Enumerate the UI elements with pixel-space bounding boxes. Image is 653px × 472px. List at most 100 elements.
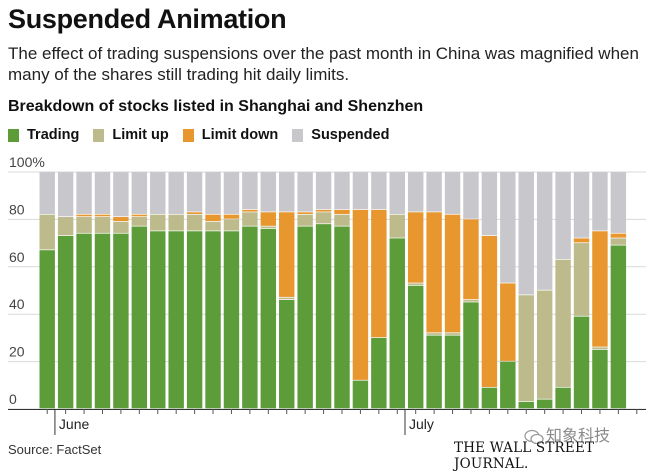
bar-limit-up [76, 217, 92, 233]
bar-limit-down [463, 219, 479, 300]
bar-limit-up [315, 212, 332, 224]
wsj-masthead: THE WALL STREET JOURNAL. [454, 440, 595, 472]
bar-limit-down [573, 238, 590, 243]
bar-limit-up [168, 214, 184, 231]
bar-limit-up [573, 243, 590, 316]
legend-item-suspended: Suspended [292, 127, 389, 143]
chat-bubble-icon [524, 429, 544, 444]
bar-limit-up [131, 217, 148, 226]
bar-trading [518, 401, 534, 409]
chart-heading: Breakdown of stocks listed in Shanghai a… [8, 98, 424, 115]
bar-suspended [481, 172, 498, 236]
bar-limit-up [205, 221, 221, 231]
bar-suspended [407, 172, 424, 212]
y-tick-label: 40 [9, 296, 25, 312]
bar-suspended [610, 172, 627, 233]
bar-trading [481, 387, 498, 409]
bar-suspended [444, 172, 461, 214]
bar-suspended [186, 172, 203, 212]
bar-limit-up [57, 217, 74, 236]
bar-suspended [463, 172, 479, 219]
bar-suspended [297, 172, 313, 212]
bar-trading [426, 335, 442, 409]
bar-suspended [536, 172, 553, 290]
legend-label-trading: Trading [27, 127, 80, 143]
bar-suspended [39, 172, 55, 214]
legend-item-trading: Trading [8, 127, 79, 143]
watermark: 知象科技 [524, 422, 610, 446]
bar-trading [223, 231, 240, 409]
legend-swatch-limit-up [93, 128, 105, 142]
bar-suspended [76, 172, 92, 214]
bar-limit-up [555, 259, 571, 387]
bar-limit-up [444, 333, 461, 335]
bar-limit-up [223, 219, 240, 231]
bar-limit-up [260, 226, 277, 229]
source-note: Source: FactSet [8, 442, 102, 457]
bar-suspended [57, 172, 74, 217]
bar-suspended [426, 172, 442, 212]
bar-suspended [94, 172, 111, 214]
bar-suspended [371, 172, 387, 210]
bar-suspended [315, 172, 332, 210]
bar-limit-up [279, 297, 295, 300]
bar-suspended [518, 172, 534, 295]
bar-trading [168, 231, 184, 409]
bar-trading [500, 361, 516, 409]
bar-trading [57, 235, 74, 409]
bar-limit-down [242, 209, 258, 212]
bar-limit-down [610, 233, 627, 238]
bar-limit-down [592, 231, 608, 347]
legend: Trading Limit up Limit down Suspended [8, 127, 403, 143]
bar-trading [297, 226, 313, 409]
bar-limit-down [279, 212, 295, 297]
bar-trading [352, 380, 369, 409]
bar-limit-up [113, 221, 129, 233]
bar-suspended [334, 172, 350, 210]
bar-limit-up [150, 214, 166, 231]
bar-suspended [205, 172, 221, 214]
legend-swatch-limit-down [182, 128, 194, 142]
bar-trading [573, 316, 590, 409]
bar-limit-up [426, 333, 442, 335]
bar-limit-down [500, 283, 516, 361]
bar-limit-up [186, 214, 203, 231]
bar-limit-down [260, 212, 277, 226]
bar-limit-up [592, 347, 608, 350]
watermark-text: 知象科技 [546, 428, 611, 445]
bar-trading [315, 224, 332, 409]
bar-limit-down [94, 214, 111, 217]
y-tick-label: 60 [9, 249, 25, 265]
y-tick-label: 100% [9, 154, 45, 170]
bar-limit-up [39, 214, 55, 250]
bar-suspended [352, 172, 369, 210]
bar-trading [186, 231, 203, 409]
bar-trading [113, 233, 129, 409]
bar-trading [444, 335, 461, 409]
bar-limit-up [242, 212, 258, 226]
bar-suspended [500, 172, 516, 283]
legend-item-limit-down: Limit down [182, 127, 278, 143]
bar-limit-down [205, 214, 221, 222]
bar-limit-up [536, 290, 553, 399]
bar-trading [94, 233, 111, 409]
bar-limit-up [610, 238, 627, 245]
bar-limit-up [463, 299, 479, 302]
bar-limit-down [131, 214, 148, 217]
bar-suspended [223, 172, 240, 214]
legend-label-limit-up: Limit up [112, 127, 169, 143]
bar-suspended [242, 172, 258, 210]
bar-suspended [131, 172, 148, 214]
x-month-label: July [409, 416, 434, 432]
bar-trading [76, 233, 92, 409]
bar-trading [242, 226, 258, 409]
x-month-label: June [59, 416, 90, 432]
bar-trading [592, 349, 608, 409]
legend-label-suspended: Suspended [311, 127, 390, 143]
bar-limit-down [407, 212, 424, 283]
bar-suspended [113, 172, 129, 217]
bar-trading [260, 228, 277, 409]
bar-limit-up [389, 214, 405, 238]
chart-title: Suspended Animation [8, 4, 287, 34]
bar-limit-down [76, 214, 92, 217]
